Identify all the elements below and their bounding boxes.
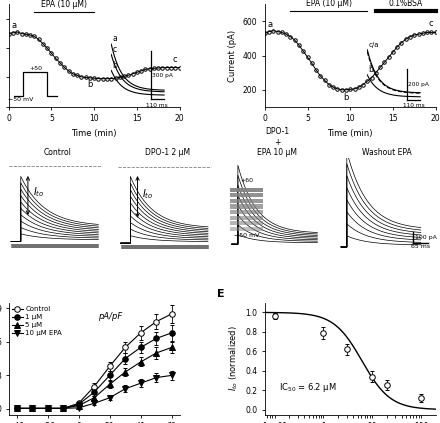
Text: c: c	[429, 19, 433, 28]
Text: a: a	[11, 22, 16, 30]
Y-axis label: Current (pA): Current (pA)	[228, 30, 237, 82]
X-axis label: Time (min): Time (min)	[327, 129, 373, 138]
Text: B: B	[231, 0, 239, 1]
Text: pA/pF: pA/pF	[98, 313, 122, 321]
Text: b: b	[87, 80, 93, 89]
Text: 0.1%BSA: 0.1%BSA	[389, 0, 423, 8]
X-axis label: Time (min): Time (min)	[71, 129, 117, 138]
Text: EPA (10 μM): EPA (10 μM)	[306, 0, 352, 8]
Text: E: E	[217, 289, 225, 299]
Text: Washout EPA: Washout EPA	[362, 148, 411, 157]
Text: a: a	[268, 20, 272, 29]
Text: IC$_{50}$ = 6.2 μM: IC$_{50}$ = 6.2 μM	[279, 381, 336, 394]
Text: b: b	[343, 93, 349, 102]
Text: EPA (10 μM): EPA (10 μM)	[41, 0, 87, 9]
Text: 100 pA: 100 pA	[414, 235, 436, 240]
Y-axis label: $I_{to}$ (normalized): $I_{to}$ (normalized)	[227, 326, 239, 391]
Text: c: c	[172, 55, 177, 64]
Text: DPO-1 2 μM: DPO-1 2 μM	[145, 148, 190, 157]
Text: DPO-1
+
EPA 10 μM: DPO-1 + EPA 10 μM	[257, 127, 297, 157]
Text: Control: Control	[44, 148, 72, 157]
Text: $I_{to}$: $I_{to}$	[142, 187, 154, 201]
Text: 65 ms: 65 ms	[411, 244, 430, 249]
Legend: Control, 1 μM, 5 μM, 10 μM EPA: Control, 1 μM, 5 μM, 10 μM EPA	[12, 306, 62, 336]
Text: $I_{to}$: $I_{to}$	[33, 185, 44, 199]
